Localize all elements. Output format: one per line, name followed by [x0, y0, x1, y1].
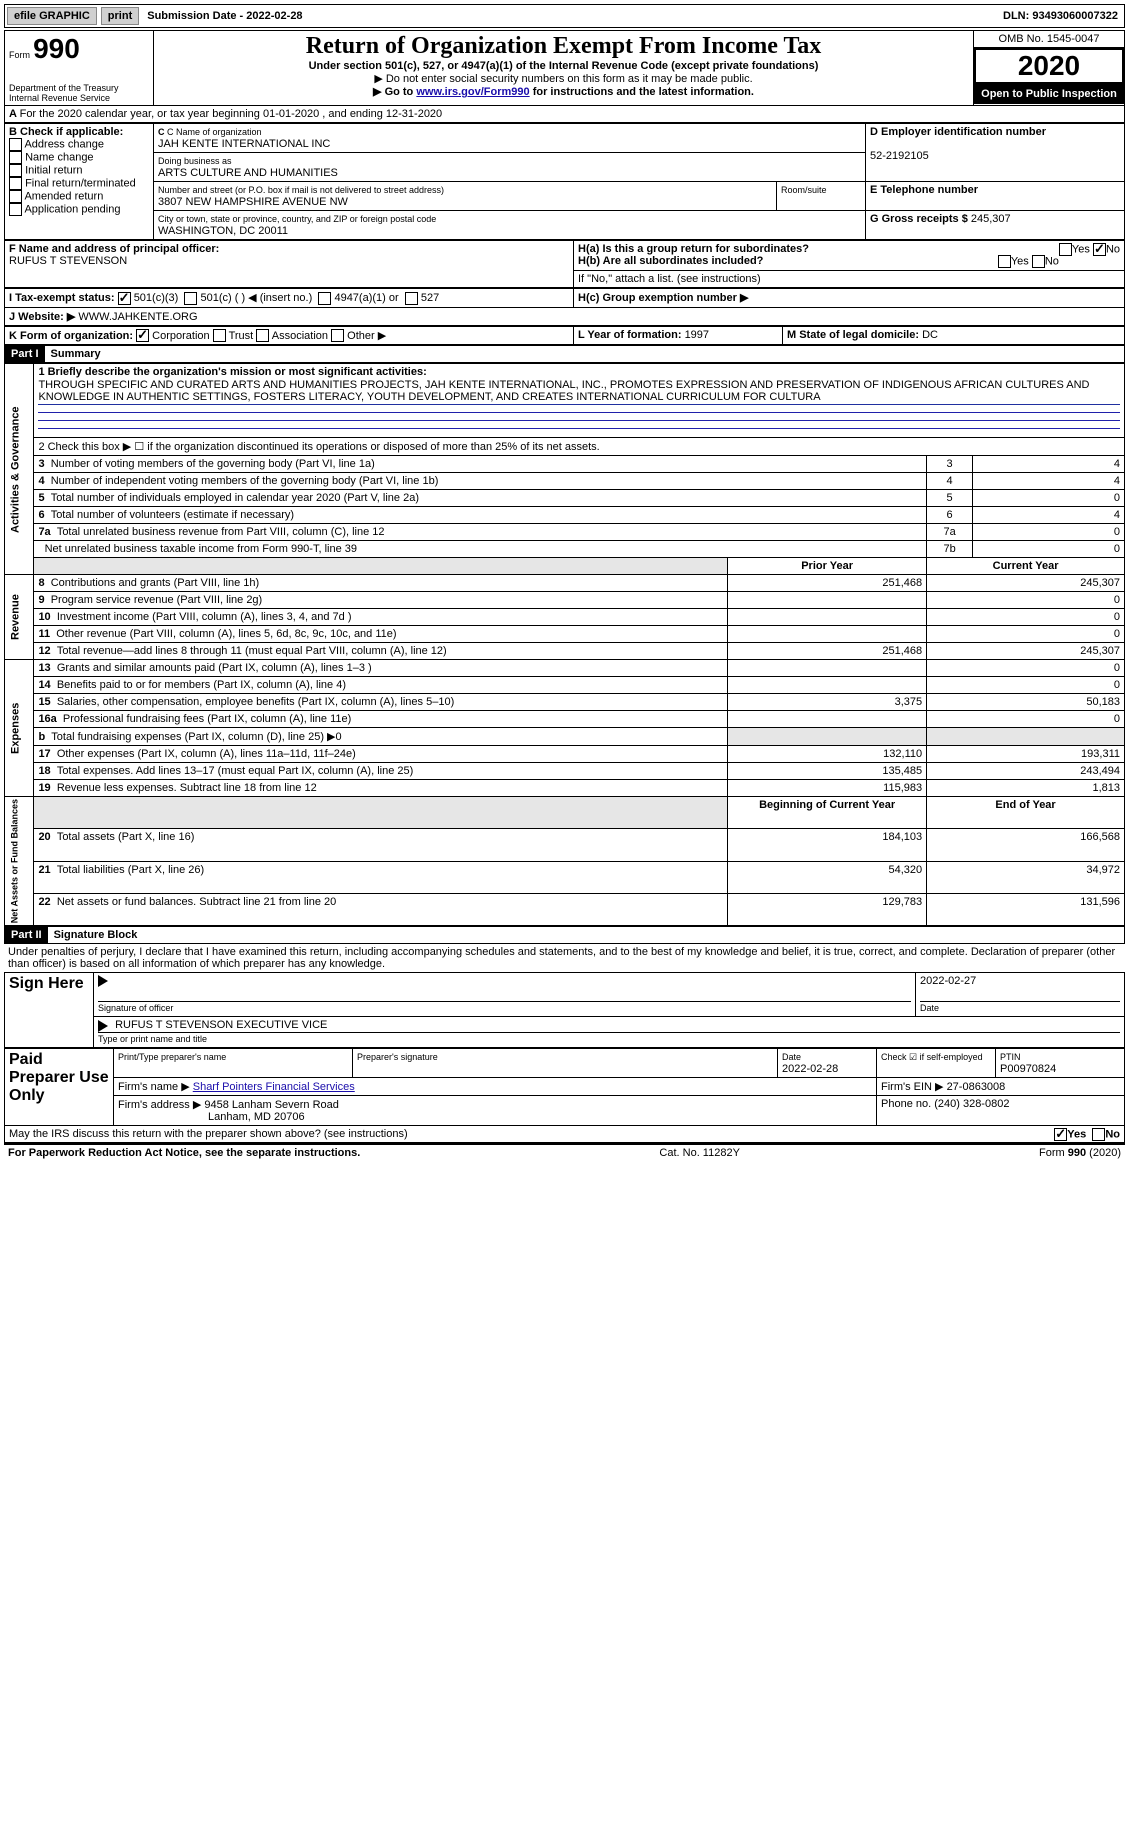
- arrow-icon: [98, 1020, 108, 1032]
- status-website-block: I Tax-exempt status: 501(c)(3) 501(c) ( …: [4, 288, 1125, 326]
- street-address: 3807 NEW HAMPSHIRE AVENUE NW: [158, 196, 348, 208]
- checkbox-amended[interactable]: [9, 190, 22, 203]
- cb-501c3[interactable]: [118, 292, 131, 305]
- dln: DLN: 93493060007322: [1003, 10, 1122, 22]
- part1-header: Part I Summary: [4, 345, 1125, 363]
- officer-name: RUFUS T STEVENSON: [9, 255, 127, 267]
- side-exp: Expenses: [5, 660, 34, 797]
- mission-text: THROUGH SPECIFIC AND CURATED ARTS AND HU…: [38, 378, 1120, 405]
- efile-button[interactable]: efile GRAPHIC: [7, 7, 97, 25]
- checkbox-address-change[interactable]: [9, 138, 22, 151]
- officer-group-block: F Name and address of principal officer:…: [4, 240, 1125, 288]
- ag-row: 5 Total number of individuals employed i…: [5, 490, 1125, 507]
- ag-row: 4 Number of independent voting members o…: [5, 473, 1125, 490]
- gross-receipts: 245,307: [971, 213, 1011, 225]
- website: WWW.JAHKENTE.ORG: [78, 311, 197, 323]
- city-state-zip: WASHINGTON, DC 20011: [158, 225, 288, 237]
- ein-label: D Employer identification number: [870, 126, 1046, 138]
- firm-addr1: 9458 Lanham Severn Road: [204, 1099, 339, 1111]
- hb-label: H(b) Are all subordinates included?: [578, 255, 763, 267]
- form-label: Form: [9, 50, 30, 60]
- irs-label: Internal Revenue Service: [9, 93, 149, 103]
- officer-label: F Name and address of principal officer:: [9, 243, 219, 255]
- ag-row: 6 Total number of volunteers (estimate i…: [5, 507, 1125, 524]
- cb-other[interactable]: [331, 329, 344, 342]
- klm-block: K Form of organization: Corporation Trus…: [4, 326, 1125, 346]
- officer-typed-name: RUFUS T STEVENSON EXECUTIVE VICE: [115, 1019, 327, 1031]
- ha-no[interactable]: [1093, 243, 1106, 256]
- sign-here-label: Sign Here: [5, 973, 94, 1047]
- checkbox-app-pending[interactable]: [9, 203, 22, 216]
- cb-501c[interactable]: [184, 292, 197, 305]
- prep-date: 2022-02-28: [782, 1063, 838, 1075]
- submission-date: Submission Date - 2022-02-28: [143, 10, 306, 22]
- side-ag: Activities & Governance: [5, 364, 34, 575]
- cb-527[interactable]: [405, 292, 418, 305]
- year-formation: 1997: [685, 329, 709, 341]
- mission-label: 1 Briefly describe the organization's mi…: [38, 366, 426, 378]
- instructions-link-row: ▶ Go to www.irs.gov/Form990 for instruct…: [158, 85, 969, 98]
- entity-block: B Check if applicable: Address change Na…: [4, 123, 1125, 240]
- print-button[interactable]: print: [101, 7, 139, 25]
- arrow-icon: [98, 975, 108, 987]
- irs-link[interactable]: www.irs.gov/Form990: [416, 86, 529, 98]
- hc-label: H(c) Group exemption number ▶: [578, 292, 748, 304]
- summary-table: Activities & Governance 1 Briefly descri…: [4, 363, 1125, 926]
- form-header: Form 990 Department of the Treasury Inte…: [4, 30, 1125, 106]
- ein-value: 52-2192105: [870, 150, 929, 162]
- box-b-label: B Check if applicable:: [9, 126, 123, 138]
- line2-text: 2 Check this box ▶ ☐ if the organization…: [34, 438, 1125, 456]
- period-row: A For the 2020 calendar year, or tax yea…: [4, 106, 1125, 123]
- signature-block: Sign Here Signature of officer 2022-02-2…: [4, 972, 1125, 1047]
- dba-value: ARTS CULTURE AND HUMANITIES: [158, 167, 338, 179]
- form-title: Return of Organization Exempt From Incom…: [158, 33, 969, 60]
- side-rev: Revenue: [5, 575, 34, 660]
- tax-year: 2020: [974, 48, 1124, 84]
- ptin: P00970824: [1000, 1063, 1056, 1075]
- firm-phone: (240) 328-0802: [934, 1098, 1009, 1110]
- cb-4947[interactable]: [318, 292, 331, 305]
- checkbox-initial-return[interactable]: [9, 164, 22, 177]
- hb-no[interactable]: [1032, 255, 1045, 268]
- ha-yes[interactable]: [1059, 243, 1072, 256]
- form-page-label: Form 990 (2020): [1039, 1147, 1121, 1159]
- discuss-no[interactable]: [1092, 1128, 1105, 1141]
- omb-number: OMB No. 1545-0047: [974, 31, 1124, 48]
- firm-ein: 27-0863008: [947, 1081, 1006, 1093]
- hb-yes[interactable]: [998, 255, 1011, 268]
- ssn-warning: ▶ Do not enter social security numbers o…: [158, 72, 969, 85]
- preparer-block: Paid Preparer Use Only Print/Type prepar…: [4, 1048, 1125, 1126]
- cb-assoc[interactable]: [256, 329, 269, 342]
- part2-header: Part II Signature Block: [4, 926, 1125, 944]
- discuss-row: May the IRS discuss this return with the…: [4, 1126, 1125, 1143]
- side-net: Net Assets or Fund Balances: [5, 797, 34, 926]
- ag-row: 3 Number of voting members of the govern…: [5, 456, 1125, 473]
- cb-trust[interactable]: [213, 329, 226, 342]
- phone-label: E Telephone number: [870, 184, 978, 196]
- form-number: 990: [33, 33, 80, 64]
- org-name: JAH KENTE INTERNATIONAL INC: [158, 138, 330, 150]
- paid-preparer-label: Paid Preparer Use Only: [5, 1048, 114, 1125]
- open-inspection: Open to Public Inspection: [974, 84, 1124, 104]
- firm-addr2: Lanham, MD 20706: [118, 1111, 305, 1123]
- top-toolbar: efile GRAPHIC print Submission Date - 20…: [4, 4, 1125, 28]
- checkbox-name-change[interactable]: [9, 151, 22, 164]
- state-domicile: DC: [922, 329, 938, 341]
- dept-treasury: Department of the Treasury: [9, 83, 149, 93]
- firm-name-link[interactable]: Sharf Pointers Financial Services: [193, 1081, 355, 1093]
- discuss-yes[interactable]: [1054, 1128, 1067, 1141]
- form-subtitle: Under section 501(c), 527, or 4947(a)(1)…: [158, 60, 969, 72]
- ha-label: H(a) Is this a group return for subordin…: [578, 243, 809, 255]
- ag-row: Net unrelated business taxable income fr…: [5, 541, 1125, 558]
- page-footer: For Paperwork Reduction Act Notice, see …: [4, 1143, 1125, 1161]
- penalty-statement: Under penalties of perjury, I declare th…: [4, 944, 1125, 972]
- cb-corp[interactable]: [136, 329, 149, 342]
- sig-date: 2022-02-27: [920, 975, 976, 987]
- checkbox-final-return[interactable]: [9, 177, 22, 190]
- ag-row: 7a Total unrelated business revenue from…: [5, 524, 1125, 541]
